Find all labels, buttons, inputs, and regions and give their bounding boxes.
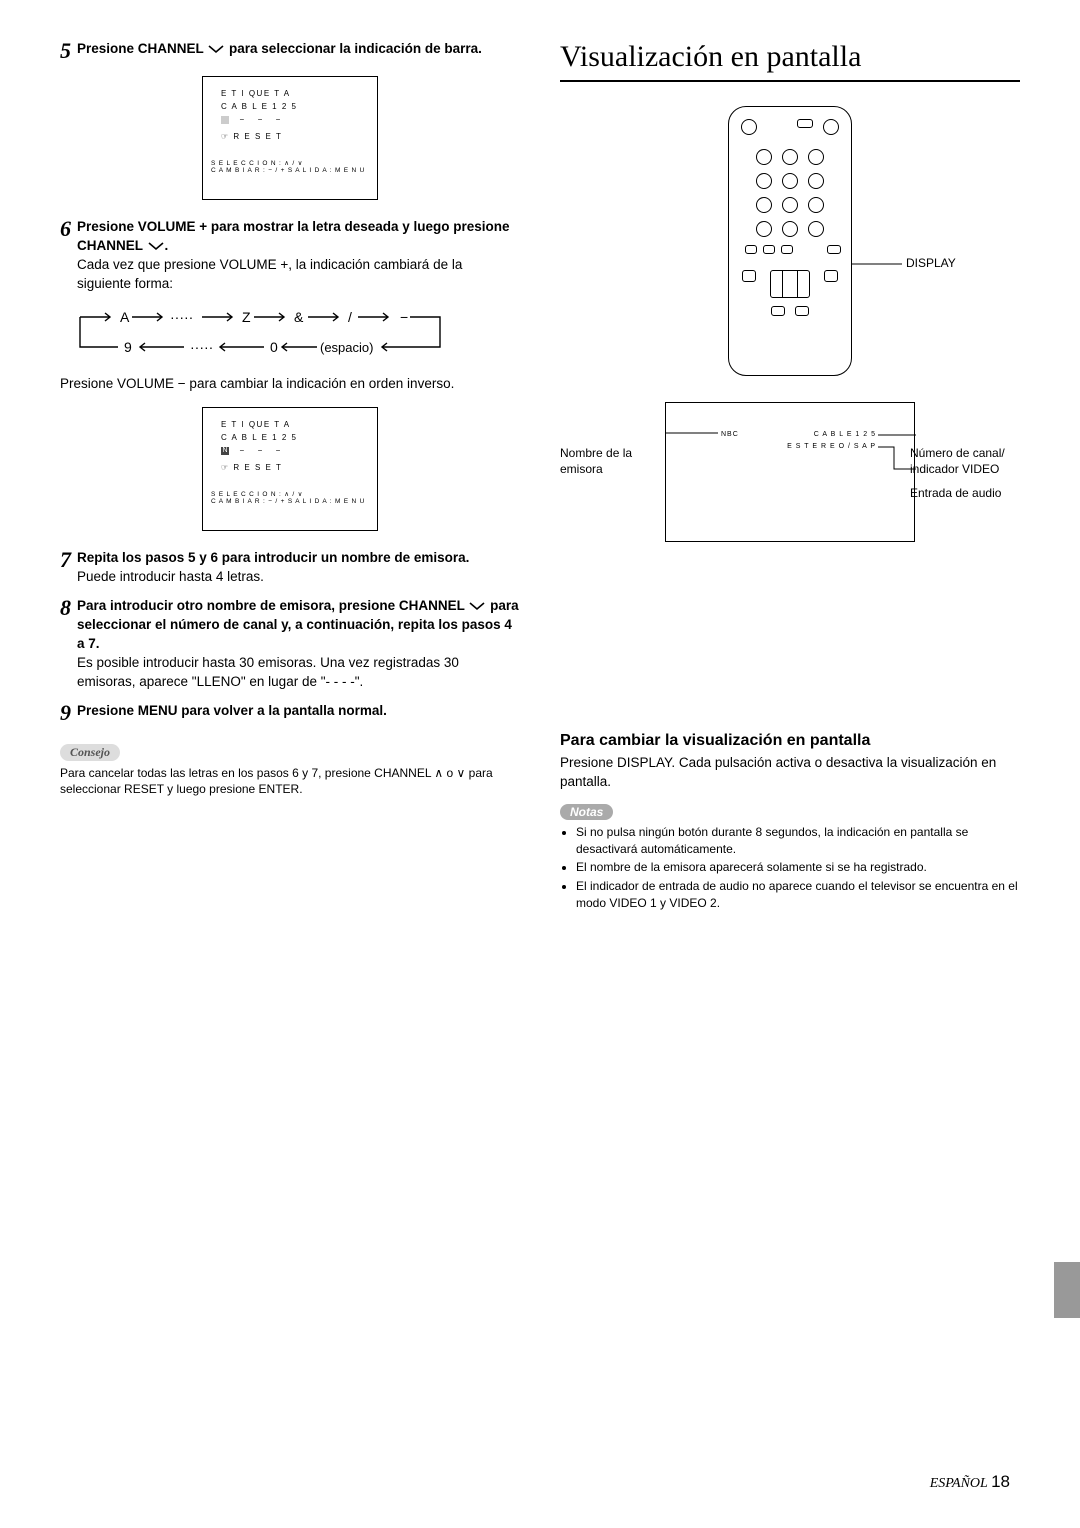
screen-bottom: S E L E C C I O N : ∧ / ∨ C A M B I A R … bbox=[211, 159, 369, 174]
svg-text:·····: ····· bbox=[190, 339, 213, 355]
char-sequence: A ····· Z & / − (espacio) 0 ····· bbox=[72, 302, 520, 365]
step7-bold: Repita los pasos 5 y 6 para introducir u… bbox=[77, 549, 469, 568]
note-item: El nombre de la emisora aparecerá solame… bbox=[576, 859, 1020, 876]
sub-heading: Para cambiar la visualización en pantall… bbox=[560, 732, 1020, 750]
screen-dashes: − − − bbox=[211, 115, 369, 124]
step9-bold: Presione MENU para volver a la pantalla … bbox=[77, 702, 387, 721]
step6-sub: Cada vez que presione VOLUME +, la indic… bbox=[77, 256, 520, 294]
reset-text: R E S E T bbox=[233, 463, 282, 472]
step8-sub: Es posible introducir hasta 30 emisoras.… bbox=[77, 654, 520, 692]
page-title: Visualización en pantalla bbox=[560, 40, 1020, 82]
footer-page: 18 bbox=[991, 1472, 1010, 1491]
step5-bold2: para seleccionar la indicación de barra. bbox=[225, 41, 482, 56]
note-item: El indicador de entrada de audio no apar… bbox=[576, 878, 1020, 912]
screen-2: E T I QUE T A C A B L E 1 2 5 N − − − ☞ … bbox=[202, 407, 378, 531]
anno-broadcaster: Nombre de la emisora bbox=[560, 446, 650, 477]
screen-dashes: N − − − bbox=[211, 446, 369, 455]
step5-bold: Presione CHANNEL bbox=[77, 41, 207, 56]
screen-b2: C A M B I A R : − / + S A L I D A : M E … bbox=[211, 498, 369, 505]
chevron-down-icon bbox=[468, 601, 486, 611]
notas-badge: Notas bbox=[560, 804, 613, 820]
screen-b1: S E L E C C I O N : ∧ / ∨ bbox=[211, 490, 369, 498]
screen-line: C A B L E 1 2 5 bbox=[211, 102, 369, 111]
step7-sub: Puede introducir hasta 4 letras. bbox=[77, 568, 469, 587]
page-footer: ESPAÑOL 18 bbox=[930, 1472, 1010, 1492]
step-number: 7 bbox=[60, 549, 71, 571]
screen-line: E T I QUE T A bbox=[211, 420, 369, 429]
chevron-down-icon bbox=[147, 241, 165, 251]
anno-channel: Número de canal/ indicador VIDEO bbox=[910, 446, 1030, 477]
svg-text:(espacio): (espacio) bbox=[320, 340, 373, 355]
notes-list: Si no pulsa ningún botón durante 8 segun… bbox=[560, 824, 1020, 912]
svg-text:−: − bbox=[400, 309, 408, 325]
tv-callout-lines bbox=[666, 403, 916, 543]
svg-text:9: 9 bbox=[124, 339, 132, 355]
sequence-diagram: A ····· Z & / − (espacio) 0 ····· bbox=[72, 302, 462, 362]
tv-screen: NBC C A B L E 1 2 5 E S T E R E O / S A … bbox=[665, 402, 915, 542]
consejo-text: Para cancelar todas las letras en los pa… bbox=[60, 765, 520, 799]
step6-bold: Presione VOLUME + para mostrar la letra … bbox=[77, 219, 510, 253]
step-number: 5 bbox=[60, 40, 71, 62]
remote-control bbox=[728, 106, 852, 376]
step-number: 9 bbox=[60, 702, 71, 724]
display-label: DISPLAY bbox=[906, 256, 956, 270]
after-seq-text: Presione VOLUME − para cambiar la indica… bbox=[60, 375, 520, 394]
screen-reset: ☞ R E S E T bbox=[211, 463, 369, 472]
note-item: Si no pulsa ningún botón durante 8 segun… bbox=[576, 824, 1020, 858]
svg-text:/: / bbox=[348, 309, 352, 325]
screen-b1: S E L E C C I O N : ∧ / ∨ bbox=[211, 159, 369, 167]
reset-text: R E S E T bbox=[233, 132, 282, 141]
sub-paragraph: Presione DISPLAY. Cada pulsación activa … bbox=[560, 754, 1020, 792]
screen-1: E T I QUE T A C A B L E 1 2 5 − − − ☞ R … bbox=[202, 76, 378, 200]
screen-b2: C A M B I A R : − / + S A L I D A : M E … bbox=[211, 167, 369, 174]
screen-reset: ☞ R E S E T bbox=[211, 132, 369, 141]
svg-text:·····: ····· bbox=[170, 309, 193, 325]
step-number: 6 bbox=[60, 218, 71, 240]
consejo-badge: Consejo bbox=[60, 744, 120, 761]
svg-text:Z: Z bbox=[242, 309, 251, 325]
step8-bold: Para introducir otro nombre de emisora, … bbox=[77, 598, 468, 613]
footer-lang: ESPAÑOL bbox=[930, 1476, 988, 1491]
screen-line: C A B L E 1 2 5 bbox=[211, 433, 369, 442]
svg-text:0: 0 bbox=[270, 339, 278, 355]
side-tab bbox=[1054, 1262, 1080, 1318]
svg-text:&: & bbox=[294, 309, 304, 325]
step-number: 8 bbox=[60, 597, 71, 619]
anno-audio: Entrada de audio bbox=[910, 486, 1030, 502]
svg-text:A: A bbox=[120, 309, 130, 325]
screen-bottom: S E L E C C I O N : ∧ / ∨ C A M B I A R … bbox=[211, 490, 369, 505]
chevron-down-icon bbox=[207, 44, 225, 54]
screen-line: E T I QUE T A bbox=[211, 89, 369, 98]
